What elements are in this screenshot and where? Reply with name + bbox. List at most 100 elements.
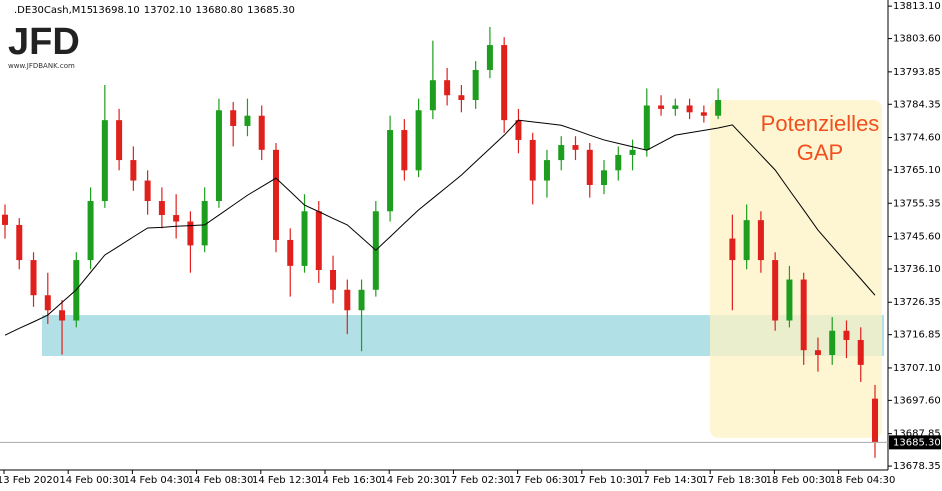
candle-body [529, 139, 536, 181]
candle-body [101, 120, 108, 202]
candle-body [872, 398, 878, 443]
last-price-box [889, 435, 941, 450]
candle-body [515, 120, 522, 140]
gap-zone [710, 100, 882, 438]
x-tick-label: 14 Feb 20:30 [380, 475, 446, 486]
candle-body [144, 180, 151, 202]
candle-body [187, 221, 194, 246]
candle-body [572, 145, 579, 150]
x-tick-label: 14 Feb 08:30 [188, 475, 254, 486]
candle-body [501, 45, 508, 121]
y-tick-label: 13813.10 [893, 1, 941, 12]
candle-body [686, 105, 693, 113]
x-tick-label: 14 Feb 16:30 [316, 475, 382, 486]
candle-body [16, 224, 23, 261]
candle-body [558, 145, 565, 161]
candle-body [857, 339, 864, 365]
y-tick-label: 13726.35 [893, 297, 941, 308]
annotation: GAP [797, 140, 843, 165]
header-value: 13702.10 [144, 5, 192, 16]
x-tick-label: 13 Feb 2020 [0, 475, 59, 486]
x-tick-label: 14 Feb 04:30 [124, 475, 190, 486]
candle-body [272, 149, 279, 240]
candle-body [344, 289, 351, 311]
candle-body [258, 115, 265, 150]
candle-body [615, 154, 622, 171]
y-tick-label: 13803.60 [893, 34, 941, 45]
candle-body [230, 110, 237, 126]
x-tick-label: 14 Feb 00:30 [59, 475, 125, 486]
candle-body [2, 214, 8, 225]
marks [2, 26, 878, 458]
candle-body [729, 238, 736, 261]
y-tick-label: 13745.60 [893, 232, 941, 243]
zones [42, 100, 884, 438]
y-tick-label: 13678.35 [893, 461, 941, 472]
candle-body [786, 279, 793, 321]
header-value: 13685.30 [247, 5, 295, 16]
candle-body [244, 115, 251, 126]
header-value: 13680.80 [195, 5, 243, 16]
candle-body [643, 105, 650, 150]
candle-body [629, 149, 636, 155]
y-tick-label: 13765.10 [893, 165, 941, 176]
candle-body [715, 100, 722, 116]
x-tick-label: 17 Feb 02:30 [445, 475, 511, 486]
candle-body [458, 95, 465, 101]
candle-body [287, 239, 294, 266]
candle-body [330, 269, 337, 290]
y-tick-label: 13736.10 [893, 264, 941, 275]
x-tick-label: 17 Feb 18:30 [701, 475, 767, 486]
candle-body [601, 170, 608, 185]
candle-body [401, 130, 408, 171]
x-tick-label: 17 Feb 10:30 [573, 475, 639, 486]
y-tick-label: 13784.35 [893, 99, 941, 110]
header-ohlc: 13698.10 13702.10 13680.80 13685.30 [92, 5, 295, 16]
candle-body [415, 110, 422, 171]
candle-body [215, 110, 222, 202]
candle-body [543, 160, 550, 181]
candle-body [387, 130, 394, 212]
symbol: .DE30Cash,M15 [14, 5, 93, 16]
candle-body [672, 105, 679, 109]
candle-body [429, 80, 436, 111]
x-tick-label: 17 Feb 14:30 [637, 475, 703, 486]
candle-body [829, 330, 836, 355]
candle-body [173, 215, 180, 222]
x-tick-label: 14 Feb 12:30 [252, 475, 318, 486]
candle-body [486, 45, 493, 70]
candle-body [814, 350, 821, 355]
logo-url: www.JFDBANK.com [8, 62, 75, 70]
y-tick-label: 13687.85 [893, 429, 941, 440]
candle-body [315, 211, 322, 270]
x-tick-label: 18 Feb 04:30 [830, 475, 896, 486]
candle-body [743, 220, 750, 261]
moving-average [4, 119, 876, 336]
candle-body [843, 330, 850, 340]
y-tick-label: 13716.85 [893, 330, 941, 341]
logo: JFD [8, 21, 80, 63]
last-price-label: 13685.30 [893, 437, 941, 448]
candle-body [201, 201, 208, 246]
candle-body [301, 211, 308, 266]
candle-body [358, 289, 365, 311]
candle-body [658, 105, 665, 109]
x-tick-label: 17 Feb 06:30 [509, 475, 575, 486]
candle-body [772, 260, 779, 321]
candle-body [158, 201, 165, 216]
candle-body [757, 220, 764, 261]
candle-body [44, 295, 51, 311]
x-tick-label: 18 Feb 00:30 [766, 475, 832, 486]
candle-body [30, 260, 37, 296]
annotation: Potenzielles [761, 111, 880, 136]
y-tick-label: 13755.35 [893, 198, 941, 209]
candle-body [116, 120, 123, 161]
candle-body [130, 160, 137, 181]
header-value: 13698.10 [92, 5, 140, 16]
candle-body [586, 149, 593, 185]
candle-body [87, 201, 94, 261]
candle-body [472, 69, 479, 101]
candle-body [700, 112, 707, 116]
candle-body [800, 279, 807, 351]
